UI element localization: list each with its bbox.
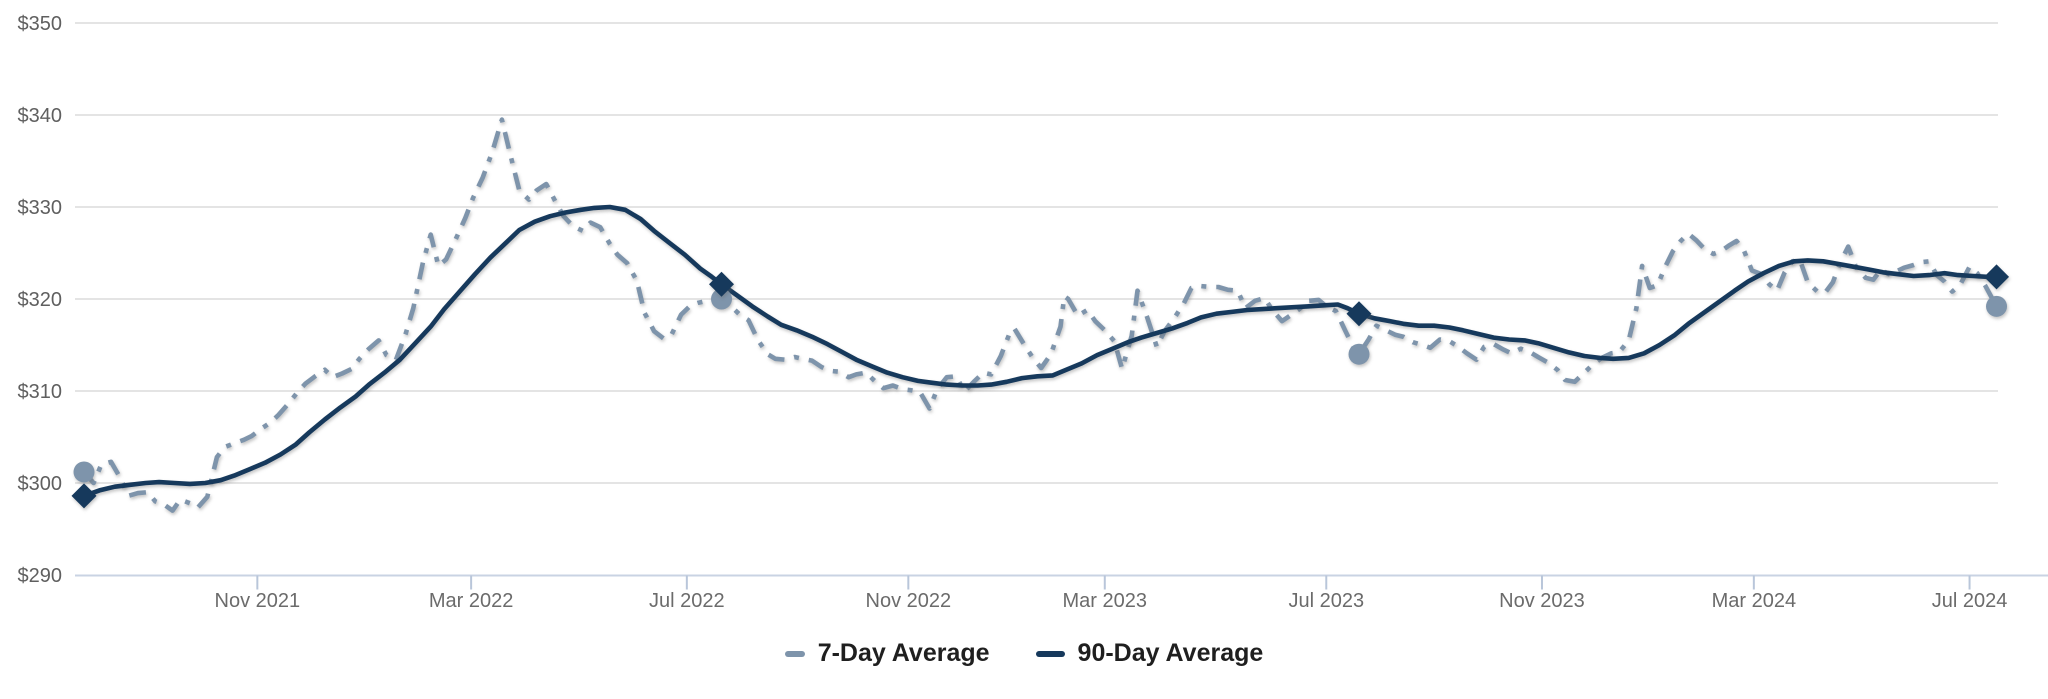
seven-day-legend-label: 7-Day Average — [817, 639, 990, 667]
seven-day-legend-mark — [784, 650, 805, 657]
chart-legend: 7-Day Average 90-Day Average — [0, 639, 2048, 668]
ninety-day-marker[interactable] — [709, 271, 735, 297]
seven-day-average-line[interactable] — [82, 117, 1999, 513]
x-axis-label: Mar 2023 — [1063, 590, 1148, 612]
y-axis-label: $290 — [18, 565, 63, 587]
legend-item-7-day-average[interactable]: 7-Day Average — [784, 639, 990, 668]
seven-day-marker[interactable] — [711, 288, 733, 310]
y-axis-label: $310 — [18, 381, 63, 403]
seven-day-marker[interactable] — [1348, 343, 1370, 365]
x-axis-label: Nov 2021 — [215, 590, 301, 612]
ninety-day-legend-label: 90-Day Average — [1077, 639, 1264, 667]
ninety-day-marker[interactable] — [1346, 301, 1372, 327]
ninety-day-legend-mark — [1035, 650, 1065, 657]
x-axis-label: Jul 2023 — [1288, 590, 1364, 612]
x-axis-label: Nov 2023 — [1499, 590, 1585, 612]
x-axis-label: Mar 2022 — [429, 590, 514, 612]
y-axis-label: $350 — [18, 13, 63, 35]
seven-day-marker[interactable] — [1986, 295, 2008, 317]
seven-day-marker[interactable] — [73, 461, 95, 483]
y-axis-label: $300 — [18, 473, 63, 495]
y-axis-label: $340 — [18, 105, 63, 127]
ninety-day-marker[interactable] — [71, 483, 97, 509]
ninety-day-marker[interactable] — [1984, 264, 2010, 290]
x-axis-label: Jul 2024 — [1932, 590, 2008, 612]
ninety-day-average-line[interactable] — [81, 204, 1999, 499]
x-axis-label: Mar 2024 — [1712, 590, 1797, 612]
y-axis-label: $320 — [18, 289, 63, 311]
legend-item-90-day-average[interactable]: 90-Day Average — [1035, 639, 1264, 668]
x-axis-label: Nov 2022 — [866, 590, 952, 612]
y-axis-label: $330 — [18, 197, 63, 219]
x-axis-label: Jul 2022 — [649, 590, 725, 612]
